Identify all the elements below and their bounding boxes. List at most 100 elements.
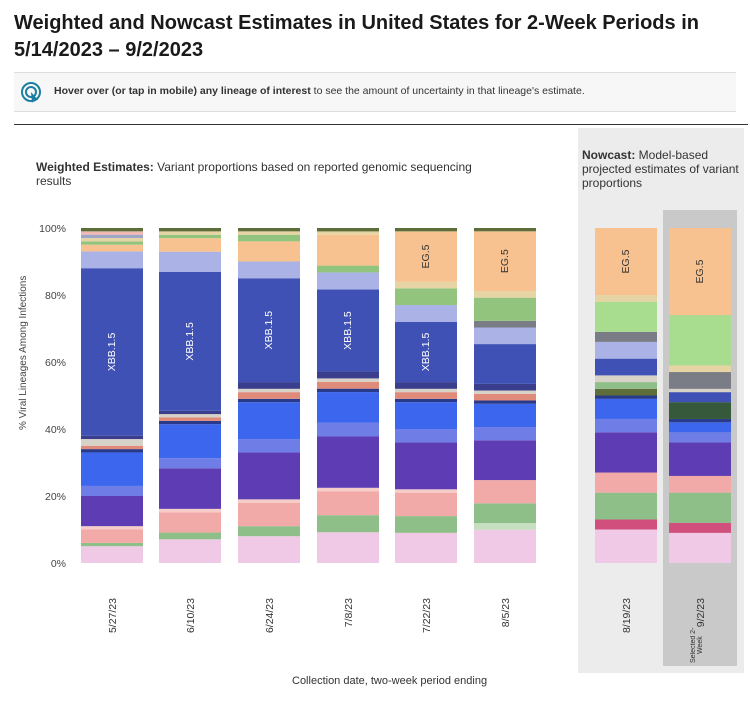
bar-segment[interactable]	[317, 265, 379, 273]
bar-segment[interactable]	[395, 489, 457, 493]
bar-segment[interactable]	[317, 231, 379, 235]
bar-segment[interactable]	[81, 526, 143, 530]
bar-segment[interactable]	[317, 228, 379, 232]
bar-segment[interactable]	[474, 228, 536, 232]
bar-segment[interactable]	[238, 234, 300, 242]
bar-segment[interactable]	[595, 398, 657, 419]
bar-segment[interactable]	[317, 487, 379, 492]
bar-segment[interactable]	[669, 392, 731, 403]
bar-segment[interactable]	[395, 321, 457, 383]
bar-segment[interactable]	[81, 241, 143, 245]
bar-segment[interactable]	[595, 331, 657, 342]
bar-segment[interactable]	[159, 512, 221, 533]
bar-segment[interactable]	[669, 442, 731, 476]
bar-segment[interactable]	[474, 427, 536, 441]
bar-segment[interactable]	[395, 305, 457, 322]
bar-segment[interactable]	[595, 358, 657, 376]
bar-segment[interactable]	[395, 281, 457, 289]
bar-segment[interactable]	[317, 378, 379, 382]
bar-segment[interactable]	[81, 445, 143, 450]
bar-segment[interactable]	[474, 403, 536, 428]
bar-segment[interactable]	[317, 392, 379, 423]
bar-segment[interactable]	[81, 496, 143, 527]
bar-segment[interactable]	[395, 392, 457, 399]
bar-segment[interactable]	[238, 278, 300, 383]
bar-segment[interactable]	[669, 492, 731, 523]
bar-segment[interactable]	[474, 440, 536, 481]
bar-segment[interactable]	[238, 526, 300, 537]
bar-segment[interactable]	[395, 288, 457, 306]
bar-segment[interactable]	[474, 344, 536, 384]
bar-segment[interactable]	[81, 244, 143, 252]
bar-segment[interactable]	[159, 468, 221, 509]
bar-segment[interactable]	[669, 522, 731, 533]
bar-segment[interactable]	[669, 475, 731, 493]
bar-segment[interactable]	[474, 503, 536, 524]
bar-segment[interactable]	[159, 234, 221, 239]
bar-segment[interactable]	[81, 231, 143, 235]
bar-segment[interactable]	[595, 341, 657, 359]
bar-segment[interactable]	[159, 532, 221, 540]
bar-segment[interactable]	[81, 449, 143, 453]
bar-segment[interactable]	[474, 529, 536, 563]
bar-segment[interactable]	[159, 417, 221, 421]
bar-segment[interactable]	[474, 231, 536, 292]
bar-segment[interactable]	[159, 228, 221, 232]
bar-segment[interactable]	[317, 436, 379, 488]
bar-segment[interactable]	[474, 320, 536, 328]
bar-segment[interactable]	[669, 422, 731, 433]
bar-segment[interactable]	[317, 272, 379, 290]
bar-segment[interactable]	[474, 400, 536, 404]
bar-segment[interactable]	[474, 480, 536, 504]
bar-segment[interactable]	[159, 251, 221, 272]
bar-segment[interactable]	[595, 375, 657, 383]
bar-segment[interactable]	[159, 539, 221, 563]
bar-segment[interactable]	[159, 424, 221, 459]
bar-segment[interactable]	[474, 291, 536, 298]
bar-segment[interactable]	[474, 523, 536, 530]
bar-segment[interactable]	[159, 420, 221, 425]
bar-segment[interactable]	[238, 388, 300, 393]
bar-segment[interactable]	[395, 492, 457, 517]
bar-segment[interactable]	[81, 238, 143, 242]
bar-segment[interactable]	[159, 231, 221, 235]
bar-segment[interactable]	[595, 395, 657, 399]
bar-segment[interactable]	[238, 241, 300, 262]
bar-segment[interactable]	[238, 536, 300, 563]
bar-segment[interactable]	[669, 228, 731, 316]
bar-segment[interactable]	[669, 365, 731, 373]
bar-segment[interactable]	[669, 315, 731, 366]
bar-segment[interactable]	[317, 289, 379, 372]
bar-segment[interactable]	[81, 485, 143, 496]
bar-segment[interactable]	[238, 228, 300, 232]
bar-segment[interactable]	[317, 422, 379, 437]
bar-segment[interactable]	[595, 301, 657, 332]
bar-segment[interactable]	[474, 390, 536, 394]
bar-segment[interactable]	[81, 546, 143, 563]
bar-segment[interactable]	[395, 231, 457, 282]
bar-segment[interactable]	[474, 297, 536, 321]
bar-segment[interactable]	[595, 432, 657, 473]
bar-segment[interactable]	[238, 231, 300, 235]
bar-segment[interactable]	[595, 295, 657, 302]
bar-segment[interactable]	[81, 268, 143, 436]
bar-segment[interactable]	[474, 383, 536, 391]
bar-segment[interactable]	[595, 529, 657, 564]
bar-segment[interactable]	[238, 382, 300, 389]
bar-segment[interactable]	[159, 508, 221, 513]
bar-segment[interactable]	[395, 228, 457, 232]
bar-segment[interactable]	[669, 372, 731, 389]
bar-segment[interactable]	[81, 435, 143, 440]
bar-segment[interactable]	[159, 458, 221, 469]
bar-segment[interactable]	[159, 271, 221, 411]
bar-segment[interactable]	[395, 382, 457, 389]
bar-segment[interactable]	[474, 393, 536, 401]
bar-segment[interactable]	[595, 388, 657, 396]
bar-segment[interactable]	[595, 519, 657, 530]
bar-segment[interactable]	[238, 499, 300, 503]
bar-segment[interactable]	[395, 388, 457, 393]
bar-segment[interactable]	[595, 492, 657, 520]
bar-segment[interactable]	[317, 515, 379, 533]
bar-segment[interactable]	[317, 234, 379, 266]
bar-segment[interactable]	[595, 418, 657, 433]
